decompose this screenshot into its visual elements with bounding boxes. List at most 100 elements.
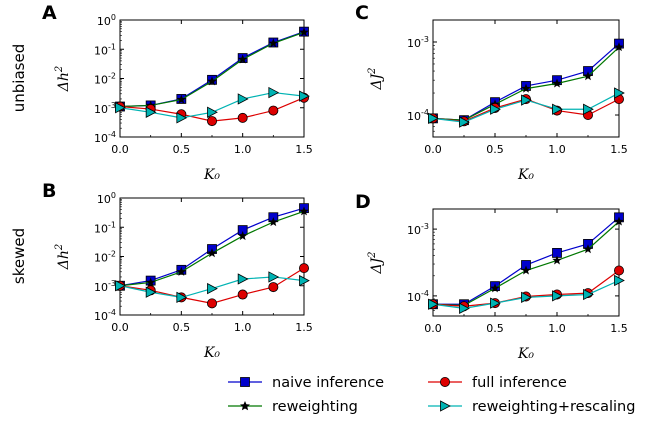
point-a-reweighting-4 xyxy=(237,54,248,64)
x-tick-label-d-3: 1.5 xyxy=(610,322,628,335)
point-b-reweighting-2 xyxy=(176,266,187,276)
point-b-reweighting-rescaling-3 xyxy=(207,282,218,295)
point-d-reweighting-rescaling-4 xyxy=(552,290,563,302)
point-d-reweighting-3 xyxy=(521,265,531,275)
point-b-reweighting-rescaling-6 xyxy=(299,274,310,287)
point-a-reweighting-rescaling-5 xyxy=(268,86,280,99)
legend-item-reweighting: reweighting xyxy=(228,399,358,415)
point-b-reweighting-rescaling-2 xyxy=(176,291,188,304)
point-a-reweighting-rescaling-2 xyxy=(176,112,188,124)
x-axis-label-b: K₀ xyxy=(203,345,220,361)
point-c-reweighting-3 xyxy=(521,83,531,93)
point-a-reweighting-rescaling-1 xyxy=(145,106,157,118)
point-c-reweighting-rescaling-1 xyxy=(459,116,470,128)
y-tick-label-a-2: 10-2 xyxy=(94,72,116,87)
point-a-reweighting-5 xyxy=(268,38,279,48)
point-b-reweighting-rescaling-4 xyxy=(237,273,249,285)
point-b-reweighting-rescaling-0 xyxy=(115,280,126,292)
point-c-reweighting-rescaling-6 xyxy=(614,87,625,99)
point-d-reweighting-rescaling-6 xyxy=(614,274,625,287)
panel-label-a: A xyxy=(42,2,57,24)
point-d-reweighting-rescaling-2 xyxy=(490,297,501,309)
point-c-reweighting-6 xyxy=(614,42,624,52)
y-axis-label-c: ΔJ2 xyxy=(367,67,385,90)
x-tick-label-a-3: 1.5 xyxy=(295,143,313,156)
x-tick-label-c-0: 0.0 xyxy=(424,143,442,156)
point-c-reweighting-rescaling-2 xyxy=(490,103,501,115)
point-c-reweighting-rescaling-4 xyxy=(552,103,563,115)
x-tick-label-b-3: 1.5 xyxy=(295,321,313,334)
x-tick-label-b-2: 1.0 xyxy=(234,321,252,334)
point-a-reweighting-rescaling-3 xyxy=(207,106,218,118)
x-axis-label-a: K₀ xyxy=(203,167,220,183)
point-c-reweighting-rescaling-0 xyxy=(428,112,439,125)
panel-label-c: C xyxy=(355,2,369,24)
x-tick-label-a-1: 0.5 xyxy=(173,143,191,156)
y-axis-label-a: Δh2 xyxy=(54,66,72,93)
y-tick-label-b-4: 100 xyxy=(97,191,116,206)
y-axis-label-d: ΔJ2 xyxy=(367,251,385,274)
y-tick-label-b-2: 10-2 xyxy=(94,250,116,265)
legend-label-reweighting: reweighting xyxy=(272,399,358,415)
series-a-naive-inference xyxy=(115,26,309,112)
x-tick-label-c-1: 0.5 xyxy=(486,143,504,156)
panel-label-d: D xyxy=(355,191,371,213)
point-d-reweighting-rescaling-1 xyxy=(459,302,470,315)
point-a-reweighting-3 xyxy=(207,76,217,86)
y-axis-label-b: Δh2 xyxy=(54,244,72,271)
point-b-reweighting-4 xyxy=(237,231,248,241)
point-b-full-inference-3 xyxy=(206,298,217,309)
panel-d: D 0.0 0.5 1.0 1.5 10-4 10-3 K₀ ΔJ2 xyxy=(355,191,628,362)
panel-a: A 0.0 0.5 1.0 1.5 10-4 10-3 10-2 10-1 100 K₀ Δh2 xyxy=(42,2,313,183)
point-a-reweighting-rescaling-6 xyxy=(299,90,310,102)
y-tick-label-c-0: 10-4 xyxy=(407,108,429,123)
panel-c: C 0.0 0.5 1.0 1.5 10-4 10-3 K₀ ΔJ2 xyxy=(355,2,628,183)
point-b-reweighting-5 xyxy=(268,217,279,227)
y-tick-label-c-1: 10-3 xyxy=(407,35,429,50)
point-b-full-inference-5 xyxy=(268,282,279,293)
point-b-reweighting-rescaling-1 xyxy=(145,286,157,298)
point-d-full-inference-6 xyxy=(614,265,625,276)
point-a-full-inference-3 xyxy=(206,116,217,127)
point-d-reweighting-6 xyxy=(614,216,624,226)
x-tick-label-c-2: 1.0 xyxy=(548,143,566,156)
x-axis-label-d: K₀ xyxy=(517,346,534,362)
point-b-full-inference-4 xyxy=(237,289,248,300)
x-tick-label-a-2: 1.0 xyxy=(234,143,252,156)
series-a-reweighting-rescaling xyxy=(115,86,310,124)
row-label-unbiased: unbiased xyxy=(10,44,28,112)
series-b-reweighting-rescaling xyxy=(115,271,310,304)
legend-item-full-inference: full inference xyxy=(428,375,567,391)
legend: naive inference full inference reweighti… xyxy=(228,375,635,415)
point-b-reweighting-3 xyxy=(207,248,217,258)
y-tick-label-d-0: 10-4 xyxy=(407,289,429,304)
point-a-full-inference-5 xyxy=(268,105,279,116)
y-tick-label-a-4: 100 xyxy=(97,13,116,28)
point-d-reweighting-5 xyxy=(583,244,593,254)
legend-label-naive-inference: naive inference xyxy=(272,375,384,391)
y-tick-label-b-0: 10-4 xyxy=(94,308,116,323)
point-c-reweighting-5 xyxy=(583,71,593,81)
x-tick-label-d-1: 0.5 xyxy=(486,322,504,335)
y-tick-label-a-1: 10-3 xyxy=(94,101,116,116)
point-d-reweighting-rescaling-3 xyxy=(521,291,532,304)
point-a-full-inference-4 xyxy=(237,112,248,123)
panel-b: B 0.0 0.5 1.0 1.5 10-4 10-3 10-2 10-1 100 K₀ Δh2 xyxy=(42,180,313,361)
panel-label-b: B xyxy=(42,180,56,202)
x-tick-label-c-3: 1.5 xyxy=(610,143,628,156)
point-b-reweighting-rescaling-5 xyxy=(268,271,280,283)
y-tick-label-a-0: 10-4 xyxy=(94,130,116,145)
legend-label-reweighting-rescaling: reweighting+rescaling xyxy=(472,399,635,415)
series-c-reweighting-rescaling xyxy=(428,87,625,128)
x-tick-label-a-0: 0.0 xyxy=(111,143,129,156)
point-a-reweighting-rescaling-0 xyxy=(115,102,126,114)
point-a-reweighting-2 xyxy=(176,94,187,104)
point-d-reweighting-2 xyxy=(490,283,500,293)
x-tick-label-b-0: 0.0 xyxy=(111,321,129,334)
point-b-reweighting-6 xyxy=(299,206,309,216)
legend-item-reweighting-rescaling: reweighting+rescaling xyxy=(428,399,635,415)
y-tick-label-b-1: 10-3 xyxy=(94,279,116,294)
x-tick-label-d-0: 0.0 xyxy=(424,322,442,335)
x-axis-label-c: K₀ xyxy=(517,167,534,183)
